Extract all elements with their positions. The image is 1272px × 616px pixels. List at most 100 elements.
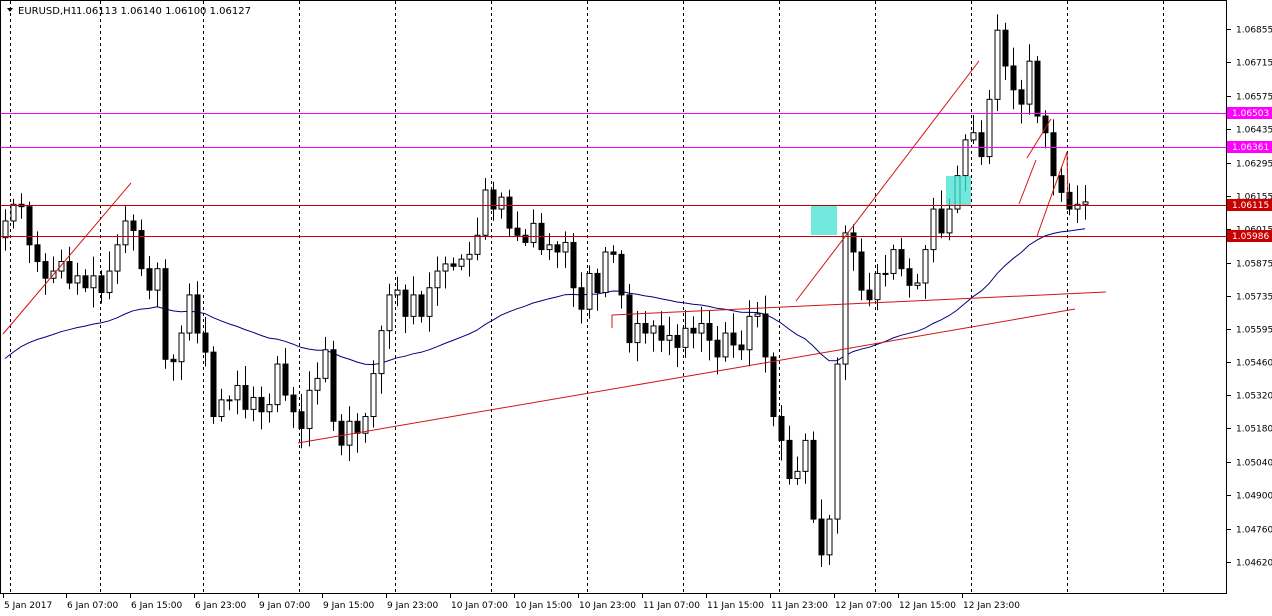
candle-body [898,249,905,270]
candle [970,114,977,144]
candle [578,272,585,324]
candle-body [194,294,201,334]
trend-line[interactable] [1066,151,1069,200]
y-tick-label: 1.05180 [1236,425,1272,435]
candle-body [146,268,153,291]
candle [338,414,345,456]
symbol-label: EURUSD,H1 [18,6,77,17]
candle [58,249,65,279]
trend-line[interactable] [740,308,1076,368]
trend-line[interactable] [2,182,132,335]
candle-body [778,416,785,441]
candle [130,214,137,251]
candle [170,354,177,381]
candle [82,269,89,293]
candle [554,241,561,269]
candle [418,290,425,323]
candle [1066,183,1073,216]
candle [450,257,457,271]
candle-body [362,416,369,434]
candle-body [1026,60,1033,105]
candle [818,499,825,568]
highlight-boxes-layer [811,176,971,235]
candle-body [106,270,113,294]
candle-body [682,327,689,348]
price-label-tag [1227,107,1272,119]
candle [1058,167,1065,202]
y-tick-label: 1.04620 [1236,559,1272,569]
candle [618,250,625,309]
candle-body [570,241,577,289]
candle [242,366,249,419]
trend-line[interactable] [1018,159,1037,205]
ohlc-label: 1.06113 1.06140 1.06100 1.06127 [76,6,251,17]
candle [362,412,369,443]
candle-body [690,327,697,334]
candle [426,272,433,332]
candle-body [2,220,9,239]
candle-body [882,272,889,275]
trend-line[interactable] [1026,118,1052,159]
chart-menu-icon[interactable] [7,8,13,12]
candle [1010,47,1017,110]
trend-line[interactable] [297,366,742,444]
candle [850,224,857,271]
candle [250,386,257,422]
candle [138,219,145,277]
candle [66,246,73,290]
candle [282,348,289,401]
candle [826,514,833,565]
candle-body [42,261,49,279]
candle [122,206,129,254]
x-tick-label: 10 Jan 23:00 [579,601,636,611]
candle [1026,44,1033,115]
candle-body [450,263,457,267]
x-tick-label: 12 Jan 07:00 [835,601,892,611]
price-label-tag [1227,141,1272,153]
candle [1002,22,1009,81]
candle [458,254,465,271]
candle-body [74,275,81,284]
candle-body [794,470,801,480]
candle [330,340,337,431]
candle-body [994,29,1001,100]
candle [882,254,889,287]
candle [482,178,489,240]
trend-line[interactable] [611,291,1107,316]
price-label-text: 1.05986 [1232,232,1269,242]
candle-body [274,363,281,406]
candle-body [698,323,705,334]
candle-body [1050,132,1057,177]
candle-body [490,189,497,210]
candle [194,281,201,344]
candle-body [258,396,265,413]
candle [466,241,473,277]
candle-body [330,349,337,422]
candle [834,357,841,534]
candle [794,456,801,485]
candle [890,244,897,280]
candle-body [762,313,769,358]
x-tick-label: 11 Jan 07:00 [643,601,700,611]
candle [10,198,17,229]
moving-average-line [4,228,1086,366]
candle [162,259,169,369]
candle-body [874,272,881,301]
y-tick-label: 1.06155 [1236,193,1272,203]
candle [666,316,673,356]
time-axis[interactable]: 5 Jan 2017 6 Jan 07:00 6 Jan 15:00 6 Jan 23… [3,594,1021,611]
y-tick-label: 1.04900 [1236,492,1272,502]
candle [858,238,865,301]
candle-body [626,294,633,344]
trend-line[interactable] [795,60,980,302]
candle-body [578,287,585,310]
candle [522,228,529,247]
candle [914,273,921,290]
candle-body [58,261,65,272]
y-tick-label: 1.06855 [1236,26,1272,36]
trend-line[interactable] [1036,151,1068,237]
candle-body [810,439,817,520]
candle [650,320,657,352]
